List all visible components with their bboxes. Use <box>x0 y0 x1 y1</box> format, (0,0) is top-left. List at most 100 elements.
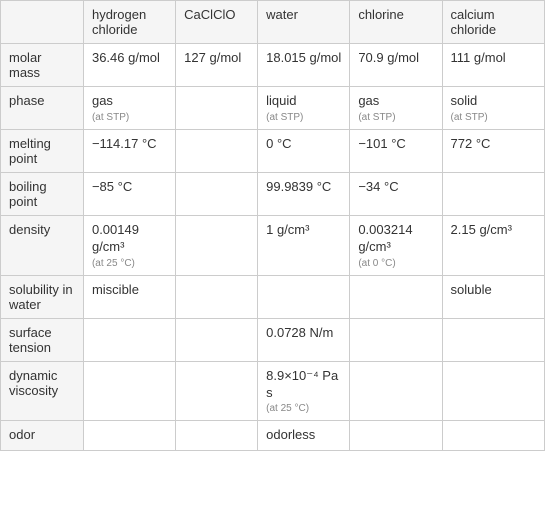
header-row: hydrogen chloride CaClClO water chlorine… <box>1 1 545 44</box>
table-cell: liquid (at STP) <box>258 87 350 130</box>
table-cell: 0.0728 N/m <box>258 318 350 361</box>
cell-subvalue: (at 25 °C) <box>266 403 341 414</box>
table-cell <box>350 361 442 421</box>
table-row: molar mass 36.46 g/mol 127 g/mol 18.015 g/m… <box>1 44 545 87</box>
cell-value: 0 °C <box>266 136 341 153</box>
row-label: dynamic viscosity <box>1 361 84 421</box>
row-label: boiling point <box>1 172 84 215</box>
cell-value: 0.003214 g/cm³ <box>358 222 433 256</box>
table-cell <box>442 421 544 451</box>
table-cell <box>442 361 544 421</box>
header-chlorine: chlorine <box>350 1 442 44</box>
header-calcium-chloride: calcium chloride <box>442 1 544 44</box>
table-cell: 2.15 g/cm³ <box>442 215 544 275</box>
table-cell <box>442 318 544 361</box>
table-cell: 8.9×10⁻⁴ Pa s(at 25 °C) <box>258 361 350 421</box>
header-empty <box>1 1 84 44</box>
table-row: boiling point −85 °C 99.9839 °C −34 °C <box>1 172 545 215</box>
cell-subvalue: (at STP) <box>92 112 167 123</box>
cell-value: 0.0728 N/m <box>266 325 341 342</box>
cell-subvalue: (at STP) <box>358 112 433 123</box>
table-cell: 18.015 g/mol <box>258 44 350 87</box>
cell-value: miscible <box>92 282 167 299</box>
table-cell <box>176 421 258 451</box>
table-cell: 0.003214 g/cm³ (at 0 °C) <box>350 215 442 275</box>
cell-value: −85 °C <box>92 179 167 196</box>
cell-value: gas <box>358 93 433 110</box>
table-cell <box>176 172 258 215</box>
table-cell: gas (at STP) <box>350 87 442 130</box>
header-hydrogen-chloride: hydrogen chloride <box>83 1 175 44</box>
row-label: molar mass <box>1 44 84 87</box>
table-cell <box>176 275 258 318</box>
table-row: density0.00149 g/cm³ (at 25 °C) 1 g/cm³ 0.0… <box>1 215 545 275</box>
properties-table: hydrogen chloride CaClClO water chlorine… <box>0 0 545 451</box>
table-cell: miscible <box>83 275 175 318</box>
cell-value: 99.9839 °C <box>266 179 341 196</box>
cell-value: 772 °C <box>451 136 536 153</box>
header-caclclo: CaClClO <box>176 1 258 44</box>
cell-value: 70.9 g/mol <box>358 50 433 67</box>
cell-value: −34 °C <box>358 179 433 196</box>
table-cell: −34 °C <box>350 172 442 215</box>
row-label: solubility in water <box>1 275 84 318</box>
header-water: water <box>258 1 350 44</box>
cell-value: 0.00149 g/cm³ <box>92 222 167 256</box>
table-cell: soluble <box>442 275 544 318</box>
row-label: melting point <box>1 129 84 172</box>
table-cell <box>258 275 350 318</box>
cell-value: 36.46 g/mol <box>92 50 167 67</box>
table-cell <box>350 421 442 451</box>
row-label: density <box>1 215 84 275</box>
table-cell <box>83 421 175 451</box>
cell-value: odorless <box>266 427 341 444</box>
table-cell: −101 °C <box>350 129 442 172</box>
table-cell: odorless <box>258 421 350 451</box>
cell-value: 18.015 g/mol <box>266 50 341 67</box>
table-cell: 70.9 g/mol <box>350 44 442 87</box>
table-cell <box>83 318 175 361</box>
table-cell: −114.17 °C <box>83 129 175 172</box>
table-row: odor odorless <box>1 421 545 451</box>
cell-value: 1 g/cm³ <box>266 222 341 239</box>
cell-value: 8.9×10⁻⁴ Pa s <box>266 368 341 402</box>
cell-value: gas <box>92 93 167 110</box>
cell-subvalue: (at 25 °C) <box>92 258 167 269</box>
cell-value: 2.15 g/cm³ <box>451 222 536 239</box>
table-cell <box>442 172 544 215</box>
cell-value: liquid <box>266 93 341 110</box>
cell-value: 127 g/mol <box>184 50 249 67</box>
table-cell: 772 °C <box>442 129 544 172</box>
table-cell: 1 g/cm³ <box>258 215 350 275</box>
cell-value: −114.17 °C <box>92 136 167 153</box>
cell-subvalue: (at 0 °C) <box>358 258 433 269</box>
cell-subvalue: (at STP) <box>451 112 536 123</box>
table-cell: −85 °C <box>83 172 175 215</box>
table-cell <box>176 129 258 172</box>
row-label: surface tension <box>1 318 84 361</box>
row-label: phase <box>1 87 84 130</box>
table-row: surface tension 0.0728 N/m <box>1 318 545 361</box>
table-row: phase gas (at STP) liquid (at STP) gas (at STP… <box>1 87 545 130</box>
table-cell <box>350 318 442 361</box>
table-cell <box>83 361 175 421</box>
table-cell: 99.9839 °C <box>258 172 350 215</box>
table-cell: 0.00149 g/cm³ (at 25 °C) <box>83 215 175 275</box>
table-row: melting point −114.17 °C 0 °C −101 °C 772 °C <box>1 129 545 172</box>
table-cell: gas (at STP) <box>83 87 175 130</box>
table-cell: 111 g/mol <box>442 44 544 87</box>
cell-value: 111 g/mol <box>451 50 536 67</box>
row-label: odor <box>1 421 84 451</box>
table-cell <box>176 318 258 361</box>
table-cell: 0 °C <box>258 129 350 172</box>
table-cell <box>176 215 258 275</box>
table-row: solubility in water miscible soluble <box>1 275 545 318</box>
cell-value: −101 °C <box>358 136 433 153</box>
table-cell: solid(at STP) <box>442 87 544 130</box>
table-cell <box>176 361 258 421</box>
cell-subvalue: (at STP) <box>266 112 341 123</box>
table-body: molar mass 36.46 g/mol 127 g/mol 18.015 g/m… <box>1 44 545 451</box>
cell-value: soluble <box>451 282 536 299</box>
table-cell: 127 g/mol <box>176 44 258 87</box>
table-cell <box>176 87 258 130</box>
